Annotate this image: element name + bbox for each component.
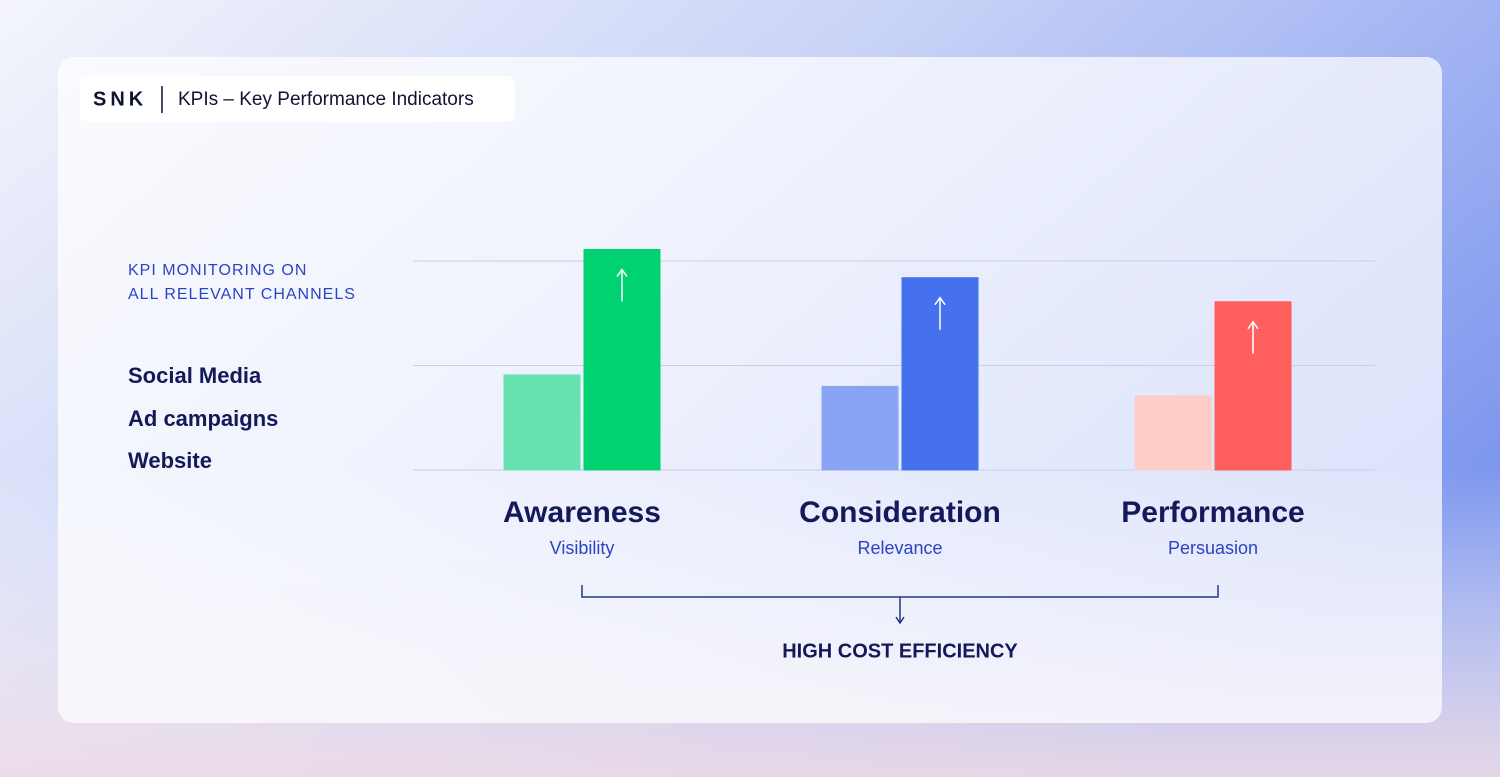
category-subtitle: Visibility [550,538,615,558]
up-arrow [616,268,628,302]
brand: SNK [93,88,147,110]
channel: Ad campaigns [128,406,278,431]
bracket [581,585,1219,625]
bar [503,374,581,471]
channel: Social Media [128,363,262,388]
footer: HIGH COST EFFICIENCY [782,640,1018,662]
category-label: Awareness [503,496,661,529]
bar [1134,395,1212,471]
up-arrow [934,296,946,330]
card [58,57,1442,723]
category-label: Performance [1121,496,1304,529]
sidebar-heading: KPI MONITORING ON [128,262,307,279]
category-subtitle: Relevance [857,538,942,558]
header-title: KPIs – Key Performance Indicators [178,89,474,110]
header-pill [80,76,515,122]
bar [821,385,899,471]
channel: Website [128,448,212,473]
category-subtitle: Persuasion [1168,538,1258,558]
up-arrow [1247,320,1259,354]
category-label: Consideration [799,496,1001,529]
sidebar-heading: ALL RELEVANT CHANNELS [128,286,356,303]
